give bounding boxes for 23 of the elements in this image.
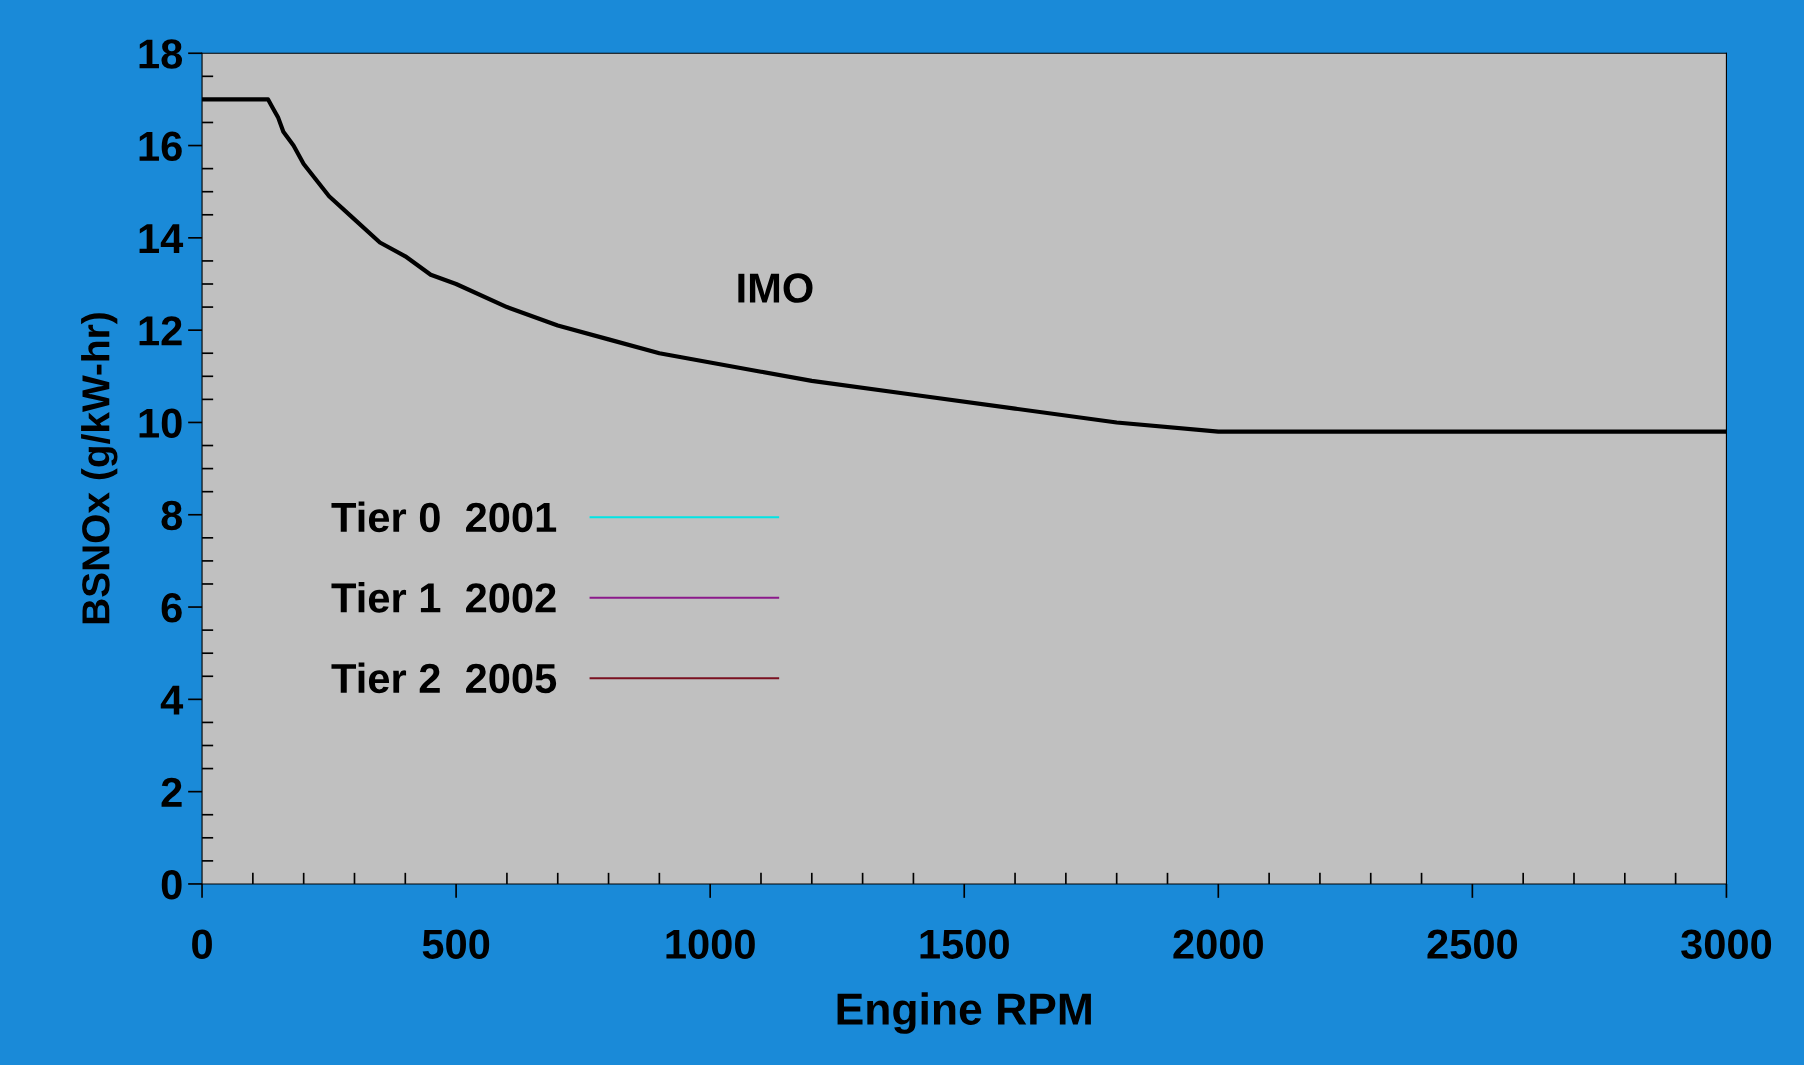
y-tick-label: 6: [161, 593, 182, 623]
annotation: IMO: [738, 273, 813, 303]
y-tick-label: 4: [160, 685, 184, 715]
legend-label: Tier 2 2005: [331, 662, 557, 694]
x-tick-label: 2500: [1427, 929, 1518, 959]
y-tick-label: 0: [161, 869, 182, 900]
legend-label: Tier 0 2001: [331, 501, 557, 533]
x-tick-label: 500: [422, 929, 490, 959]
x-tick-label: 1000: [666, 929, 755, 959]
y-tick-label: 10: [139, 408, 182, 438]
y-tick-label: 2: [161, 777, 182, 807]
legend-label: Tier 1 2002: [331, 582, 556, 613]
x-tick-label: 0: [192, 929, 212, 959]
x-tick-label: 2000: [1173, 929, 1263, 959]
y-tick-label: 8: [161, 500, 183, 531]
y-tick-label: 16: [139, 131, 182, 162]
x-tick-label: 1500: [920, 929, 1009, 959]
x-tick-label: 3000: [1681, 929, 1772, 960]
x-axis-title: Engine RPM: [837, 992, 1091, 1034]
y-tick-label: 12: [139, 316, 182, 346]
y-tick-label: 18: [139, 39, 183, 69]
y-tick-label: 14: [139, 224, 184, 253]
y-axis-title: BSNOx (g/kW-hr): [81, 313, 118, 624]
